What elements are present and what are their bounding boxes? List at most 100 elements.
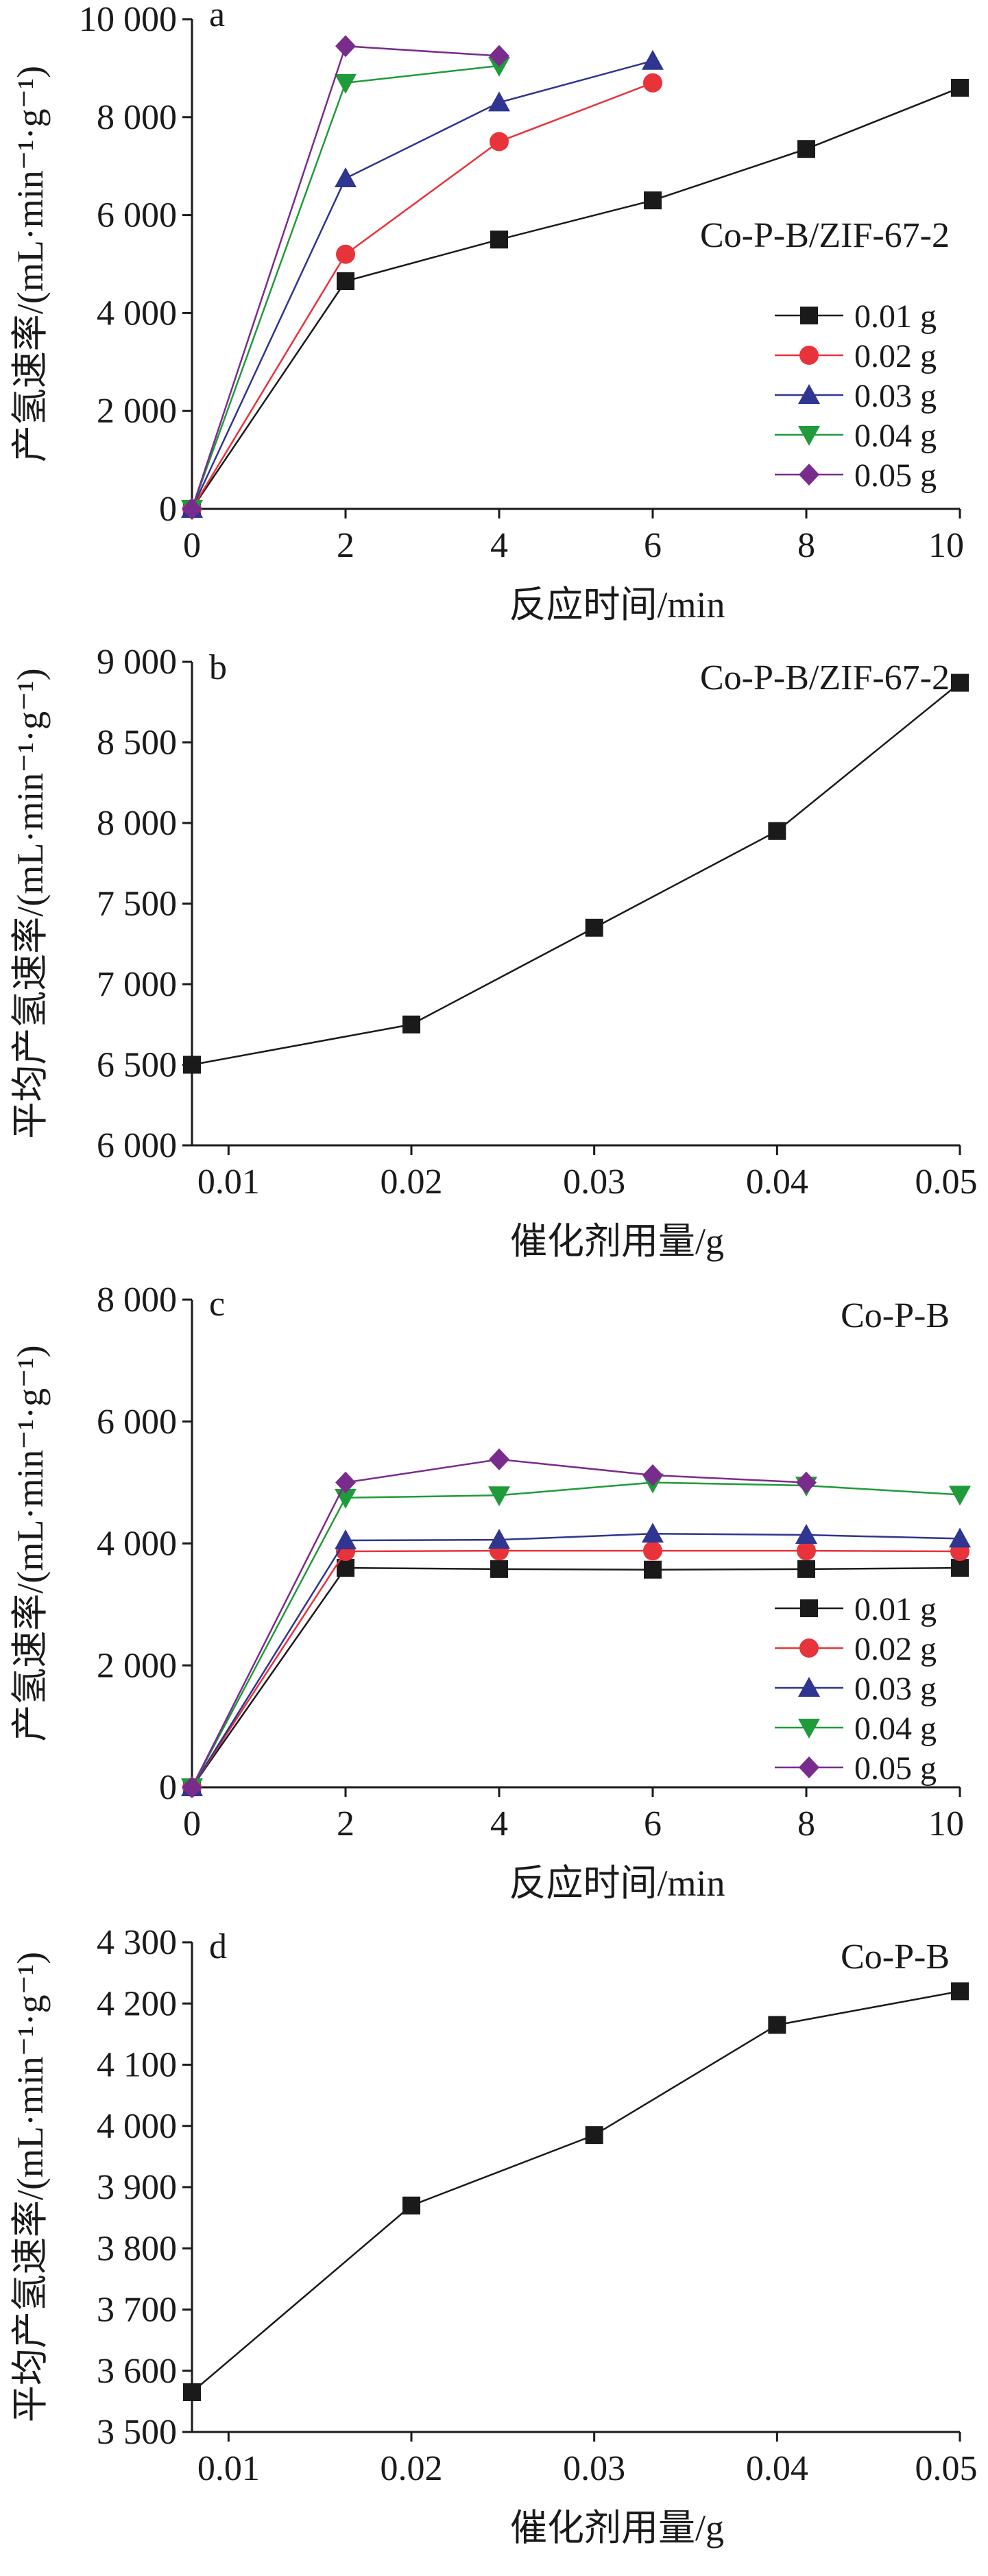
x-tick-label: 8 xyxy=(797,1804,815,1844)
x-tick-label: 2 xyxy=(337,526,354,565)
y-tick-label: 9 000 xyxy=(97,643,177,682)
legend: 0.01 g0.02 g0.03 g0.04 g0.05 g xyxy=(775,298,937,494)
legend-marker xyxy=(798,384,820,404)
x-tick-label: 10 xyxy=(928,1804,964,1844)
data-point xyxy=(489,45,509,67)
data-point xyxy=(951,1559,969,1577)
x-axis-title: 反应时间/min xyxy=(509,1863,725,1904)
sample-annotation: Co-P-B/ZIF-67-2 xyxy=(700,216,950,255)
data-point xyxy=(643,73,662,93)
y-tick-label: 8 000 xyxy=(97,804,177,843)
series-line xyxy=(191,1990,961,2393)
series-line xyxy=(191,682,961,1066)
data-point xyxy=(949,1527,971,1548)
y-tick-label: 4 000 xyxy=(97,294,177,333)
legend: 0.01 g0.02 g0.03 g0.04 g0.05 g xyxy=(775,1591,937,1787)
x-tick-label: 0.03 xyxy=(563,2449,625,2488)
data-point xyxy=(644,1560,662,1579)
series-line xyxy=(191,1481,961,1788)
legend-label: 0.02 g xyxy=(854,338,937,374)
x-tick-label: 2 xyxy=(337,1804,354,1844)
x-tick-label: 0 xyxy=(183,1804,201,1844)
series-0 xyxy=(183,673,969,1074)
data-point xyxy=(488,91,510,112)
y-tick-label: 4 000 xyxy=(97,1525,177,1564)
series-0 xyxy=(183,1982,969,2401)
series-0.02g xyxy=(182,1541,969,1797)
data-point xyxy=(402,1015,420,1034)
y-tick-label: 0 xyxy=(159,1768,177,1807)
legend-marker xyxy=(800,1599,818,1617)
legend-label: 0.05 g xyxy=(854,457,937,494)
y-tick-label: 4 200 xyxy=(97,1984,177,2023)
legend-marker xyxy=(800,307,818,324)
y-tick-label: 2 000 xyxy=(97,392,177,431)
data-point xyxy=(336,244,355,264)
data-point xyxy=(183,2383,201,2401)
x-tick-label: 0.02 xyxy=(381,1162,443,1202)
legend-marker xyxy=(799,1638,819,1658)
data-point xyxy=(488,1486,510,1507)
x-tick-label: 4 xyxy=(490,526,508,565)
data-point xyxy=(768,822,786,840)
y-axis-title: 产氢速率/(mL·min⁻¹·g⁻¹) xyxy=(10,1345,51,1741)
panel-letter: b xyxy=(209,648,227,687)
legend-marker xyxy=(798,1677,820,1697)
data-point xyxy=(182,498,202,520)
series-line xyxy=(191,82,653,510)
legend-label: 0.01 g xyxy=(854,298,937,335)
x-tick-label: 0.02 xyxy=(381,2449,443,2488)
x-tick-label: 0.04 xyxy=(746,1162,808,1202)
y-axis-title: 产氢速率/(mL·min⁻¹·g⁻¹) xyxy=(10,66,51,462)
data-point xyxy=(490,230,508,249)
x-tick-label: 8 xyxy=(797,526,815,565)
data-point xyxy=(951,1982,969,2001)
y-axis-title: 平均产氢速率/(mL·min⁻¹·g⁻¹) xyxy=(10,1952,51,2422)
data-point xyxy=(337,272,354,290)
data-point xyxy=(489,1448,509,1470)
series-0.03g xyxy=(181,49,664,518)
x-tick-label: 0.01 xyxy=(197,1162,260,1202)
sample-annotation: Co-P-B xyxy=(841,1296,950,1335)
legend-label: 0.04 g xyxy=(854,1710,937,1747)
y-tick-label: 0 xyxy=(159,490,177,529)
x-tick-label: 0.01 xyxy=(197,2449,260,2488)
series-line xyxy=(191,60,653,510)
y-tick-label: 10 000 xyxy=(79,0,177,39)
data-point xyxy=(183,1056,201,1074)
y-tick-label: 3 700 xyxy=(97,2291,177,2330)
sample-annotation: Co-P-B/ZIF-67-2 xyxy=(700,658,950,697)
x-tick-label: 0.04 xyxy=(746,2449,808,2488)
y-tick-label: 4 100 xyxy=(97,2046,177,2085)
x-axis-title: 反应时间/min xyxy=(509,584,725,625)
panel-c: 0 2 4 6 8 10 0 2 000 4 000 6 000 8 000 c Co-P-B 反应时间/… xyxy=(10,1280,971,1904)
data-point xyxy=(951,673,969,692)
legend-marker xyxy=(799,1756,819,1778)
legend-marker xyxy=(798,1719,820,1739)
data-point xyxy=(490,132,509,152)
legend-marker xyxy=(799,346,819,365)
panel-d: 0.01 0.02 0.03 0.04 0.05 3 500 3 600 3 700 3 800… xyxy=(10,1923,978,2549)
panel-a: 0 2 4 6 8 10 0 2 000 4 000 6 000 8 000 10 000 a Co-P-… xyxy=(10,0,969,625)
y-axis-title: 平均产氢速率/(mL·min⁻¹·g⁻¹) xyxy=(10,668,51,1138)
series-line xyxy=(191,86,961,510)
series-0.05g xyxy=(182,1448,817,1798)
sample-annotation: Co-P-B xyxy=(841,1937,950,1977)
y-tick-label: 4 300 xyxy=(97,1923,177,1962)
data-point xyxy=(182,1776,202,1798)
y-tick-label: 3 500 xyxy=(97,2413,177,2452)
y-tick-label: 3 600 xyxy=(97,2352,177,2391)
series-line xyxy=(191,1549,961,1788)
y-tick-label: 6 500 xyxy=(97,1046,177,1085)
y-tick-label: 8 000 xyxy=(97,98,177,137)
data-point xyxy=(797,1541,816,1561)
series-0.04g xyxy=(181,1473,971,1798)
data-point xyxy=(642,49,664,70)
y-tick-label: 7 000 xyxy=(97,965,177,1004)
series-0.01g xyxy=(183,1559,969,1796)
data-point xyxy=(796,1471,817,1494)
x-tick-label: 6 xyxy=(644,526,662,565)
data-point xyxy=(949,1486,971,1506)
y-tick-label: 6 000 xyxy=(97,1403,177,1442)
y-tick-label: 6 000 xyxy=(97,1126,177,1165)
